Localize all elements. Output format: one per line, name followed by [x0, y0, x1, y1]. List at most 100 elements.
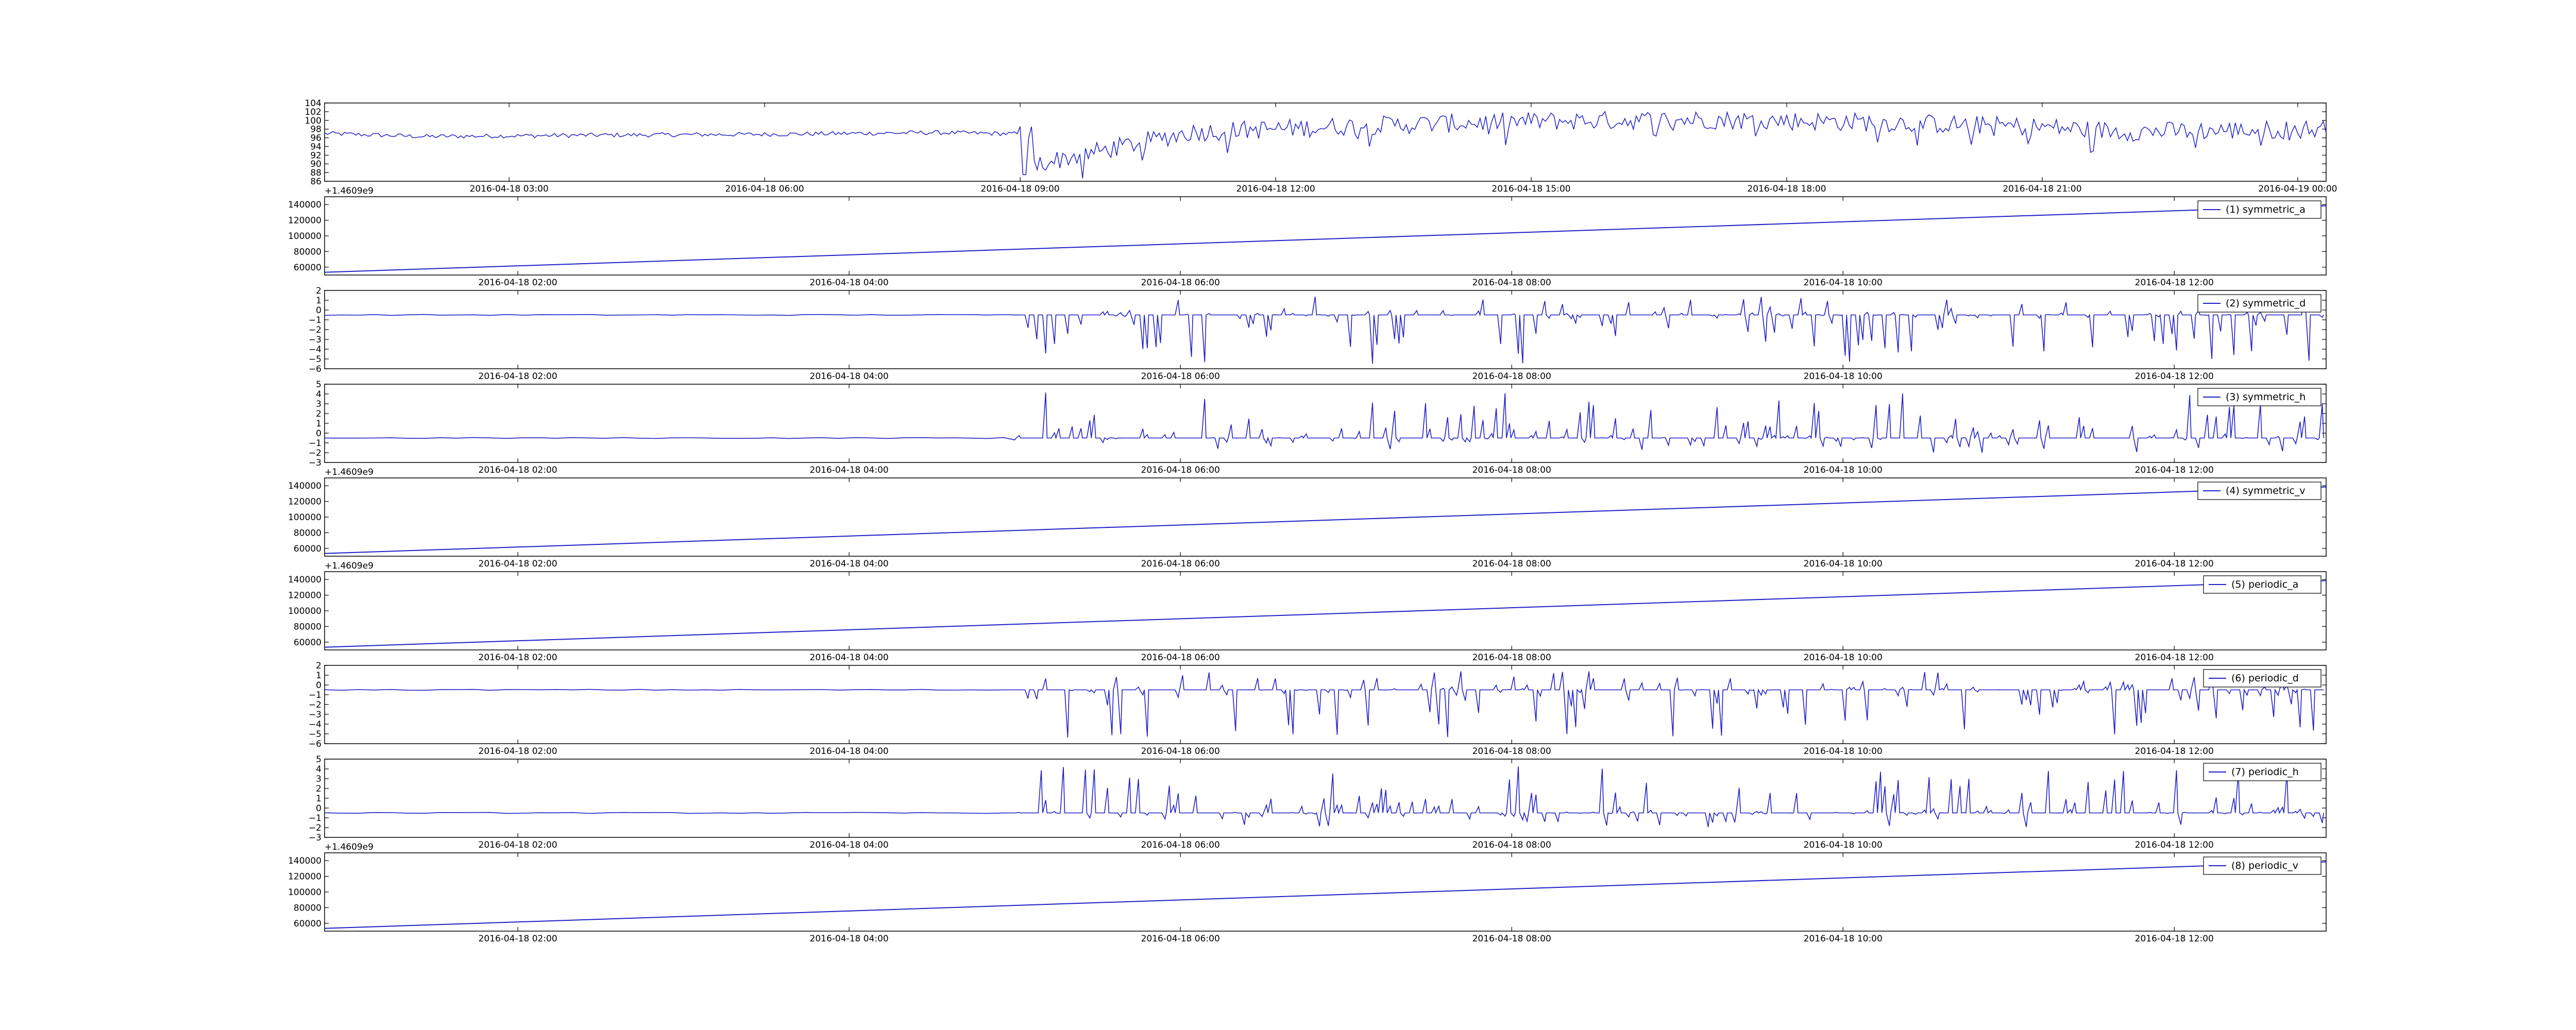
legend-label: (8) periodic_v — [2231, 860, 2298, 871]
y-tick-label: 100000 — [288, 887, 321, 898]
chart-panel-6: 60000 80000 100000 120000 140000 2016-04-18 0… — [288, 571, 2327, 663]
y-tick-label: −3 — [309, 833, 321, 843]
y-tick-label: −4 — [309, 345, 321, 355]
y-tick-label: −1 — [309, 690, 321, 700]
y-tick-label: 140000 — [288, 856, 321, 866]
series-line — [324, 297, 2324, 364]
legend: (6) periodic_d — [2203, 669, 2321, 688]
x-tick-label: 2016-04-18 06:00 — [725, 184, 804, 194]
x-tick-label: 2016-04-18 02:00 — [479, 840, 557, 850]
x-tick-label: 2016-04-18 02:00 — [479, 278, 557, 288]
legend-label: (2) symmetric_d — [2226, 298, 2306, 309]
y-tick-label: −2 — [309, 823, 321, 833]
y-tick-label: 120000 — [288, 872, 321, 882]
x-tick-label: 2016-04-18 12:00 — [2135, 559, 2214, 569]
x-tick-label: 2016-04-18 12:00 — [2135, 371, 2214, 382]
x-tick-label: 2016-04-18 04:00 — [810, 559, 889, 569]
x-tick-label: 2016-04-18 12:00 — [2135, 278, 2214, 288]
legend-label: (5) periodic_a — [2231, 579, 2298, 590]
y-tick-label: 1 — [316, 794, 321, 804]
y-tick-label: 100000 — [288, 606, 321, 616]
x-tick-label: 2016-04-18 12:00 — [2135, 746, 2214, 757]
y-tick-label: 102 — [305, 107, 321, 117]
x-tick-label: 2016-04-18 10:00 — [1804, 934, 1883, 944]
legend: (2) symmetric_d — [2197, 294, 2321, 313]
y-tick-label: 80000 — [294, 903, 321, 913]
x-tick-label: 2016-04-18 10:00 — [1804, 278, 1883, 288]
series-line — [324, 671, 2324, 737]
series-line — [324, 205, 2327, 273]
chart-panel-5: 60000 80000 100000 120000 140000 2016-04-18 0… — [288, 477, 2327, 571]
y-tick-label: −3 — [309, 335, 321, 345]
x-tick-label: 2016-04-18 06:00 — [1141, 371, 1220, 382]
x-tick-label: 2016-04-18 18:00 — [1747, 184, 1826, 194]
y-tick-label: 0 — [316, 803, 321, 814]
y-tick-label: 140000 — [288, 575, 321, 585]
x-tick-label: 2016-04-18 10:00 — [1804, 840, 1883, 850]
x-offset-label: +1.4609e9 — [325, 842, 374, 852]
x-tick-label: 2016-04-18 04:00 — [810, 371, 889, 382]
x-tick-label: 2016-04-18 04:00 — [810, 934, 889, 944]
x-tick-label: 2016-04-18 10:00 — [1804, 559, 1883, 569]
series-line — [324, 486, 2327, 554]
y-tick-label: −2 — [309, 448, 321, 458]
x-offset-label: +1.4609e9 — [325, 561, 374, 571]
y-tick-label: 104 — [305, 98, 321, 109]
y-tick-label: 60000 — [294, 919, 321, 929]
y-tick-label: 120000 — [288, 216, 321, 226]
y-tick-label: −3 — [309, 710, 321, 720]
y-tick-label: 100000 — [288, 512, 321, 523]
chart-panel-2: 60000 80000 100000 120000 140000 2016-04-18 0… — [288, 196, 2327, 288]
x-tick-label: 2016-04-18 04:00 — [810, 746, 889, 757]
y-tick-label: −2 — [309, 700, 321, 710]
y-tick-label: 100000 — [288, 231, 321, 242]
y-tick-label: 80000 — [294, 622, 321, 632]
y-tick-label: 2 — [316, 661, 321, 671]
y-tick-label: 2 — [316, 784, 321, 794]
x-tick-label: 2016-04-18 02:00 — [479, 559, 557, 569]
legend-label: (6) periodic_d — [2231, 673, 2299, 684]
x-tick-label: 2016-04-18 12:00 — [2135, 934, 2214, 944]
y-tick-label: −5 — [309, 729, 321, 740]
x-tick-label: 2016-04-18 02:00 — [479, 653, 557, 663]
x-tick-label: 2016-04-18 15:00 — [1492, 184, 1570, 194]
y-tick-label: 5 — [316, 380, 321, 390]
y-tick-label: 140000 — [288, 481, 321, 491]
y-tick-label: 120000 — [288, 497, 321, 507]
y-tick-label: −4 — [309, 719, 321, 730]
y-tick-label: 100 — [305, 116, 321, 126]
x-tick-label: 2016-04-18 08:00 — [1472, 371, 1551, 382]
y-tick-label: 80000 — [294, 247, 321, 257]
x-tick-label: 2016-04-18 06:00 — [1141, 934, 1220, 944]
x-tick-label: 2016-04-18 21:00 — [2003, 184, 2081, 194]
x-tick-label: 2016-04-18 06:00 — [1141, 278, 1220, 288]
legend-label: (3) symmetric_h — [2226, 391, 2306, 403]
x-tick-label: 2016-04-18 08:00 — [1472, 559, 1551, 569]
x-tick-label: 2016-04-18 02:00 — [479, 934, 557, 944]
y-tick-label: 60000 — [294, 544, 321, 554]
x-tick-label: 2016-04-18 06:00 — [1141, 559, 1220, 569]
y-tick-label: 88 — [310, 168, 321, 178]
x-tick-label: 2016-04-18 08:00 — [1472, 653, 1551, 663]
legend: (7) periodic_h — [2203, 763, 2321, 781]
y-tick-label: 98 — [310, 125, 321, 135]
legend: (8) periodic_v — [2203, 856, 2321, 875]
x-tick-label: 2016-04-18 04:00 — [810, 653, 889, 663]
y-tick-label: 60000 — [294, 638, 321, 648]
legend-label: (4) symmetric_v — [2226, 485, 2306, 496]
y-tick-label: −3 — [309, 458, 321, 468]
x-tick-label: 2016-04-18 08:00 — [1472, 934, 1551, 944]
y-tick-label: 86 — [310, 177, 321, 187]
x-tick-label: 2016-04-18 06:00 — [1141, 465, 1220, 475]
series-line — [324, 111, 2327, 179]
x-tick-label: 2016-04-18 02:00 — [479, 746, 557, 757]
y-tick-label: 94 — [310, 142, 321, 152]
y-tick-label: 1 — [316, 296, 321, 306]
x-tick-label: 2016-04-19 00:00 — [2258, 184, 2337, 194]
x-tick-label: 2016-04-18 02:00 — [479, 371, 557, 382]
legend: (4) symmetric_v — [2197, 482, 2321, 500]
series-line — [324, 392, 2324, 453]
